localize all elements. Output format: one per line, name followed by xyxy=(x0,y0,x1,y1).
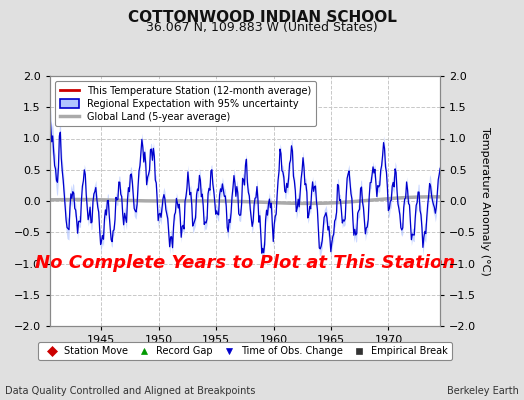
Text: Data Quality Controlled and Aligned at Breakpoints: Data Quality Controlled and Aligned at B… xyxy=(5,386,256,396)
Text: 36.067 N, 109.883 W (United States): 36.067 N, 109.883 W (United States) xyxy=(146,21,378,34)
Text: No Complete Years to Plot at This Station: No Complete Years to Plot at This Statio… xyxy=(35,254,455,272)
Text: COTTONWOOD INDIAN SCHOOL: COTTONWOOD INDIAN SCHOOL xyxy=(127,10,397,25)
Y-axis label: Temperature Anomaly (°C): Temperature Anomaly (°C) xyxy=(481,127,490,275)
Text: Berkeley Earth: Berkeley Earth xyxy=(447,386,519,396)
Legend: Station Move, Record Gap, Time of Obs. Change, Empirical Break: Station Move, Record Gap, Time of Obs. C… xyxy=(38,342,452,360)
